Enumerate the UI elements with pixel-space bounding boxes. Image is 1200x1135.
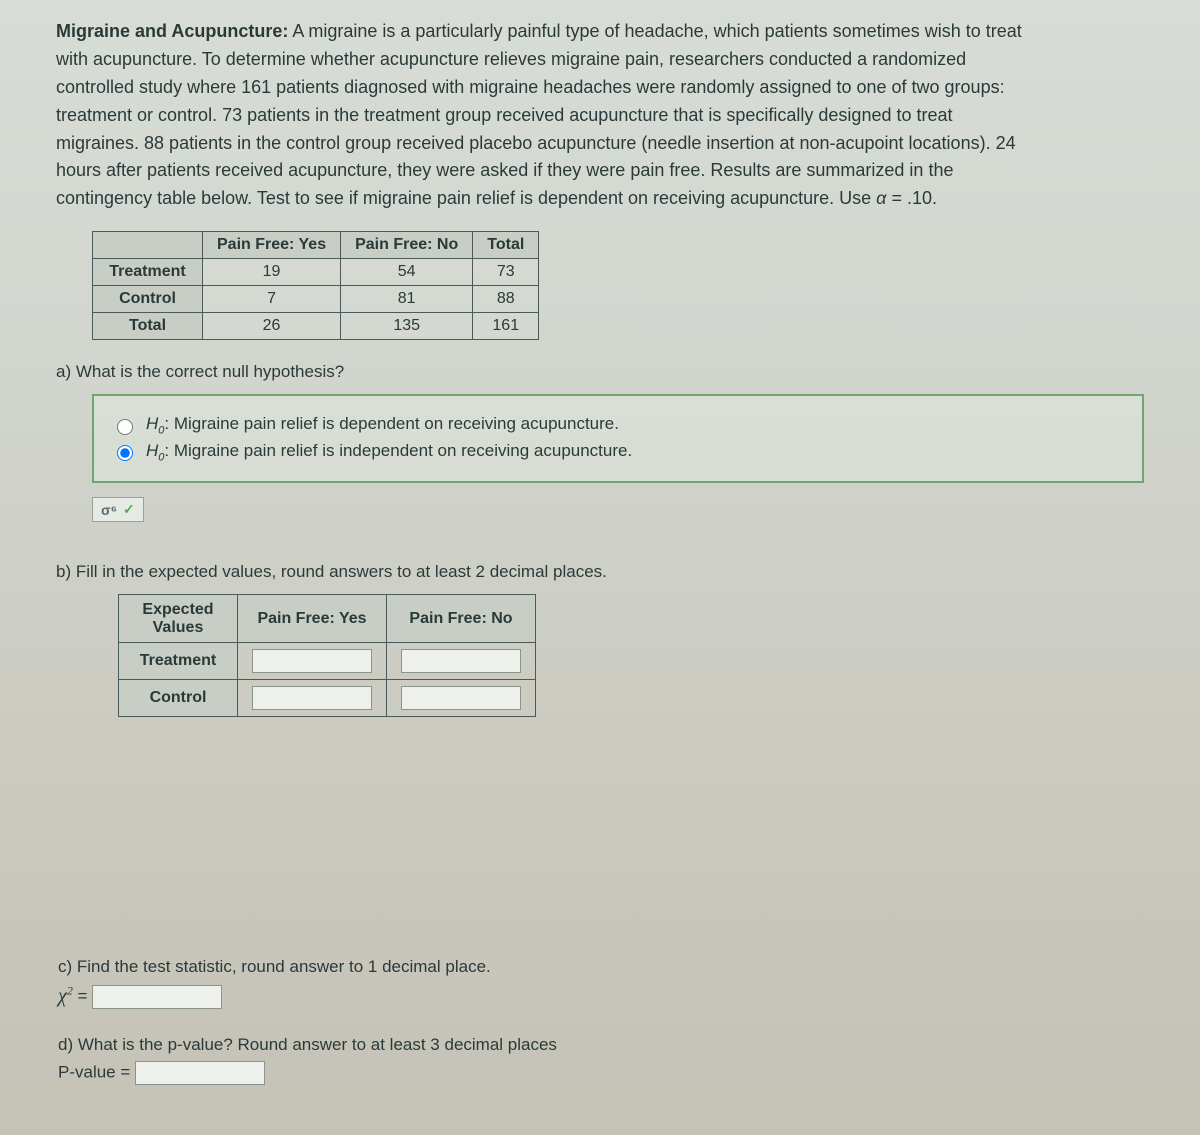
exp-col-no: Pain Free: No: [387, 595, 536, 643]
chi-symbol: χ2: [58, 985, 73, 1007]
expected-head: Expected Values: [119, 595, 238, 643]
part-c-prompt: c) Find the test statistic, round answer…: [58, 957, 1170, 977]
exp-row-treatment: Treatment: [119, 643, 238, 680]
pvalue-input[interactable]: [135, 1061, 265, 1085]
option-1[interactable]: H0: Migraine pain relief is dependent on…: [112, 414, 1126, 436]
exp-row-control: Control: [119, 680, 238, 717]
option-2[interactable]: H0: Migraine pain relief is independent …: [112, 441, 1126, 463]
part-d: d) What is the p-value? Round answer to …: [58, 1035, 1170, 1085]
question-page: Migraine and Acupuncture: A migraine is …: [0, 0, 1200, 1135]
table-corner: [93, 232, 203, 259]
expected-table: Expected Values Pain Free: Yes Pain Free…: [118, 594, 536, 717]
h0-h: H: [146, 414, 158, 433]
col-total: Total: [473, 232, 539, 259]
cell: 7: [203, 286, 341, 313]
radio-independent[interactable]: [117, 445, 133, 461]
chi-square-input[interactable]: [92, 985, 222, 1009]
h0-h: H: [146, 441, 158, 460]
cell: 135: [341, 313, 473, 340]
part-a-prompt: a) What is the correct null hypothesis?: [56, 362, 1170, 382]
row-treatment: Treatment 19 54 73: [93, 259, 539, 286]
row-total: Total 26 135 161: [93, 313, 539, 340]
part-b-prompt: b) Fill in the expected values, round an…: [56, 562, 1170, 582]
col-pain-no: Pain Free: No: [341, 232, 473, 259]
col-pain-yes: Pain Free: Yes: [203, 232, 341, 259]
cell: 54: [341, 259, 473, 286]
exp-control-no-input[interactable]: [401, 686, 521, 710]
correct-badge: σ⁶ ✓: [92, 497, 144, 522]
sigma-icon: σ⁶: [101, 502, 117, 518]
alpha-symbol: α: [876, 188, 886, 208]
alpha-value: = .10.: [886, 188, 937, 208]
exp-treatment-no-input[interactable]: [401, 649, 521, 673]
cell: 161: [473, 313, 539, 340]
option-2-text: H0: Migraine pain relief is independent …: [146, 441, 632, 463]
exp-control-yes-input[interactable]: [252, 686, 372, 710]
row-control: Control 7 81 88: [93, 286, 539, 313]
cell: 88: [473, 286, 539, 313]
chi-eq: =: [73, 987, 92, 1006]
contingency-table: Pain Free: Yes Pain Free: No Total Treat…: [92, 231, 539, 340]
cell: 81: [341, 286, 473, 313]
cell: 73: [473, 259, 539, 286]
cell: 26: [203, 313, 341, 340]
row-label: Control: [93, 286, 203, 313]
pvalue-label: P-value =: [58, 1063, 135, 1082]
expected-head-text: Expected Values: [133, 601, 223, 636]
radio-dependent[interactable]: [117, 419, 133, 435]
check-icon: ✓: [123, 501, 135, 518]
exp-treatment-yes-input[interactable]: [252, 649, 372, 673]
intro-paragraph: Migraine and Acupuncture: A migraine is …: [56, 18, 1036, 213]
option-1-text: H0: Migraine pain relief is dependent on…: [146, 414, 619, 436]
row-label: Total: [93, 313, 203, 340]
intro-title: Migraine and Acupuncture:: [56, 21, 288, 41]
part-c: c) Find the test statistic, round answer…: [58, 957, 1170, 1009]
exp-col-yes: Pain Free: Yes: [238, 595, 387, 643]
row-label: Treatment: [93, 259, 203, 286]
part-d-prompt: d) What is the p-value? Round answer to …: [58, 1035, 1170, 1055]
cell: 19: [203, 259, 341, 286]
intro-body: A migraine is a particularly painful typ…: [56, 21, 1022, 208]
part-a-answer-box: H0: Migraine pain relief is dependent on…: [92, 394, 1144, 483]
opt2-text: : Migraine pain relief is independent on…: [164, 441, 632, 460]
opt1-text: : Migraine pain relief is dependent on r…: [164, 414, 619, 433]
